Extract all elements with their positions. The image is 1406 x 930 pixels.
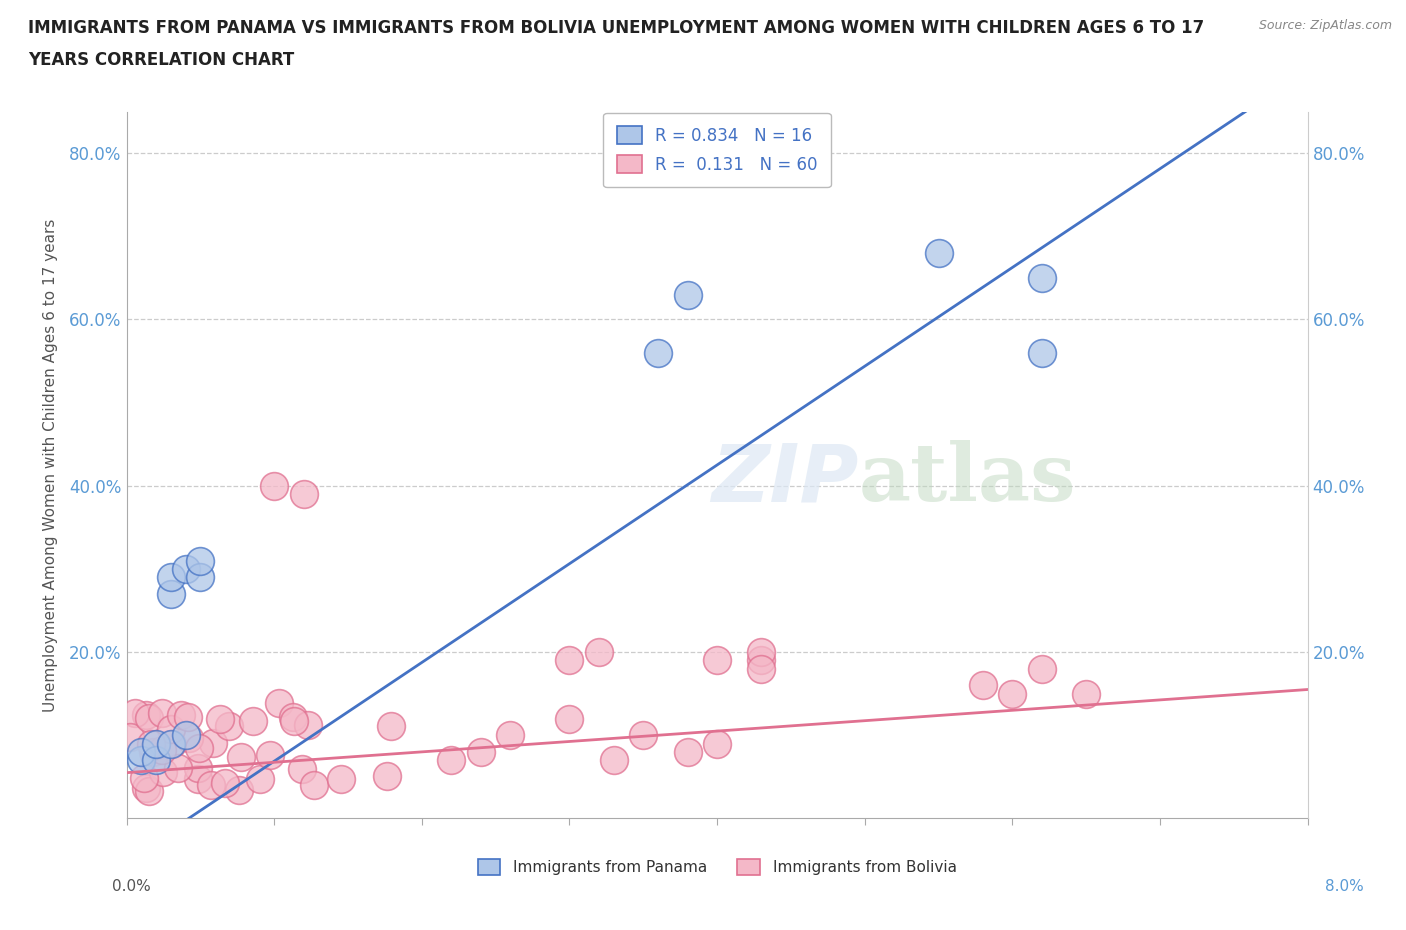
Point (676, 744, 699, 759)
Point (177, 710, 200, 724)
Point (174, 562, 197, 577)
Text: IMMIGRANTS FROM PANAMA VS IMMIGRANTS FROM BOLIVIA UNEMPLOYMENT AMONG WOMEN WITH : IMMIGRANTS FROM PANAMA VS IMMIGRANTS FRO… (28, 19, 1205, 36)
Point (676, 287, 699, 302)
Point (751, 661, 773, 676)
Point (380, 719, 402, 734)
Point (499, 728, 522, 743)
Point (150, 705, 173, 720)
Text: YEARS CORRELATION CHART: YEARS CORRELATION CHART (28, 51, 294, 69)
Point (751, 644, 773, 659)
Point (259, 748, 281, 763)
Point (120, 729, 142, 744)
Point (160, 737, 183, 751)
Point (167, 760, 190, 775)
Point (1031, 271, 1053, 286)
Point (588, 644, 610, 659)
Point (188, 553, 212, 568)
Point (470, 744, 492, 759)
Point (138, 783, 160, 798)
Point (375, 768, 398, 783)
Point (135, 707, 157, 722)
Point (214, 776, 236, 790)
Point (150, 743, 173, 758)
Point (297, 717, 319, 732)
Point (200, 777, 222, 792)
Text: ZIP: ZIP (711, 440, 859, 518)
Point (242, 713, 264, 728)
Point (145, 737, 167, 751)
Point (249, 772, 271, 787)
Point (218, 719, 240, 734)
Point (160, 737, 183, 751)
Y-axis label: Unemployment Among Women with Children Ages 6 to 17 years: Unemployment Among Women with Children A… (44, 219, 58, 711)
Point (263, 478, 285, 493)
Point (751, 653, 773, 668)
Point (1001, 686, 1024, 701)
Point (440, 752, 463, 767)
Point (633, 728, 655, 743)
Point (283, 713, 305, 728)
Point (179, 731, 201, 746)
Point (152, 764, 174, 779)
Point (208, 711, 231, 726)
Point (292, 486, 315, 501)
Point (141, 737, 163, 751)
Point (129, 744, 153, 759)
Point (159, 722, 181, 737)
Text: Source: ZipAtlas.com: Source: ZipAtlas.com (1258, 19, 1392, 32)
Point (187, 772, 209, 787)
Point (145, 752, 167, 767)
Point (188, 740, 211, 755)
Point (603, 752, 626, 767)
Text: atlas: atlas (859, 440, 1076, 518)
Point (329, 772, 352, 787)
Point (647, 345, 669, 360)
Point (134, 771, 156, 786)
Point (972, 678, 994, 693)
Point (1031, 345, 1053, 360)
Point (269, 696, 291, 711)
Point (1031, 661, 1053, 676)
Point (129, 752, 153, 767)
Point (188, 570, 212, 585)
Point (187, 761, 209, 776)
Legend: Immigrants from Panama, Immigrants from Bolivia: Immigrants from Panama, Immigrants from … (471, 853, 963, 882)
Point (135, 780, 157, 795)
Text: 8.0%: 8.0% (1324, 879, 1364, 894)
Point (202, 736, 225, 751)
Point (124, 706, 146, 721)
Point (558, 653, 581, 668)
Point (174, 728, 197, 743)
Point (138, 711, 160, 725)
Point (706, 653, 728, 668)
Point (281, 710, 304, 724)
Point (160, 587, 183, 602)
Point (142, 745, 165, 760)
Point (291, 761, 314, 776)
Point (302, 777, 325, 792)
Point (928, 246, 950, 260)
Point (706, 737, 728, 751)
Point (558, 711, 581, 726)
Point (228, 782, 250, 797)
Point (170, 708, 193, 723)
Point (231, 750, 253, 764)
Point (160, 570, 183, 585)
Point (1076, 686, 1098, 701)
Text: 0.0%: 0.0% (112, 879, 152, 894)
